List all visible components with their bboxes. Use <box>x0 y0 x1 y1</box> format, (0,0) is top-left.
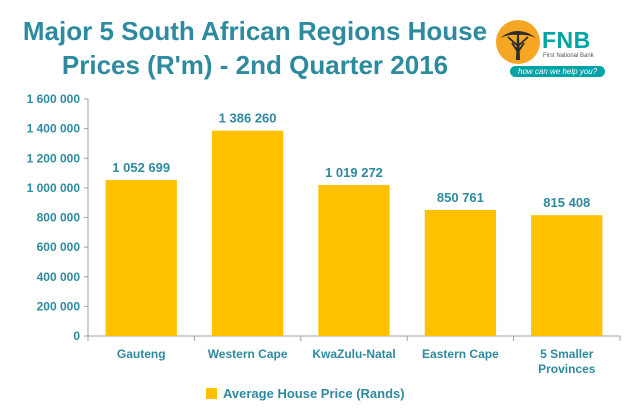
fnb-logo: FNB First National Bank how can we help … <box>494 18 630 84</box>
chart-title: Major 5 South African Regions House Pric… <box>0 14 510 82</box>
y-tick-label: 1 600 000 <box>27 92 81 106</box>
y-tick-label: 600 000 <box>37 240 81 254</box>
x-tick-label: Western Cape <box>208 347 288 361</box>
y-tick-label: 0 <box>73 329 80 343</box>
chart-title-line-1: Major 5 South African Regions House <box>22 16 488 46</box>
y-tick-label: 1 200 000 <box>27 151 81 165</box>
legend-label: Average House Price (Rands) <box>223 385 405 401</box>
y-tick-label: 200 000 <box>37 299 81 313</box>
x-tick-label: KwaZulu-Natal <box>312 347 395 361</box>
legend: Average House Price (Rands) <box>206 385 405 401</box>
brand-name: FNB <box>542 27 591 53</box>
data-label: 1 019 272 <box>325 165 383 180</box>
x-tick-label: 5 Smaller Provinces <box>538 347 596 376</box>
brand-tagline: how can we help you? <box>510 66 606 77</box>
y-tick-label: 400 000 <box>37 270 81 284</box>
data-label: 1 386 260 <box>219 111 277 126</box>
bar <box>424 209 497 336</box>
y-tick-label: 1 400 000 <box>27 122 81 136</box>
data-label: 850 761 <box>437 190 484 205</box>
bar <box>531 215 603 336</box>
acacia-tree-icon <box>496 20 540 64</box>
bar <box>105 180 177 336</box>
brand-subname: First National Bank <box>543 53 594 59</box>
bar <box>318 185 390 336</box>
y-tick-label: 800 000 <box>37 211 81 225</box>
data-label: 815 408 <box>543 195 590 210</box>
bar <box>211 130 284 336</box>
y-tick-label: 1 000 000 <box>27 181 81 195</box>
chart-title-line-2: Prices (R'm) - 2nd Quarter 2016 <box>61 50 449 80</box>
x-tick-label: Eastern Cape <box>422 347 499 361</box>
x-tick-label: Gauteng <box>117 347 166 361</box>
data-label: 1 052 699 <box>112 160 170 175</box>
legend-swatch <box>206 387 217 399</box>
